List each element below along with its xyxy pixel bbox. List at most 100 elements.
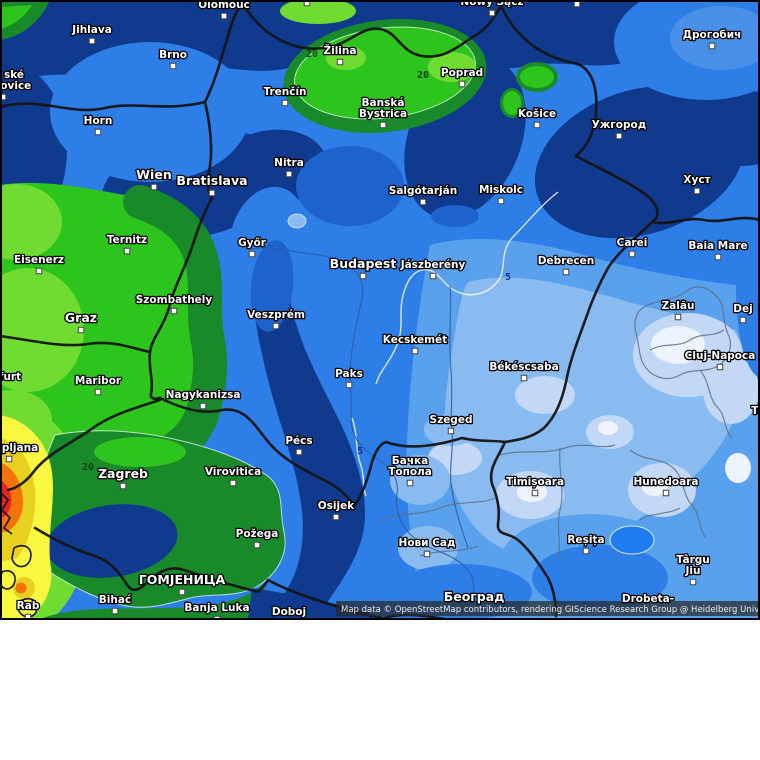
city-label: Ужгород bbox=[592, 119, 646, 131]
city-marker bbox=[254, 542, 260, 548]
city-label: Brno bbox=[159, 49, 187, 61]
city-marker bbox=[282, 100, 288, 106]
contour-value-label: 20 bbox=[306, 49, 318, 60]
city-label: Miskolc bbox=[479, 184, 523, 196]
city-label: Zalău bbox=[662, 300, 695, 312]
city-label: Rab bbox=[17, 600, 40, 612]
city-label: Нови Сад bbox=[399, 537, 456, 549]
city-label: Cluj-Napoca bbox=[685, 350, 756, 362]
city-label: pljana bbox=[2, 442, 38, 454]
city-label: Baia Mare bbox=[688, 240, 747, 252]
contour-value-label: 20 bbox=[417, 70, 429, 81]
city-label: Békéscsaba bbox=[489, 361, 558, 373]
city-label: Nagykanizsa bbox=[166, 389, 241, 401]
city-label: Szombathely bbox=[136, 294, 213, 306]
city-marker bbox=[430, 273, 436, 279]
city-label: Jászberény bbox=[400, 259, 466, 271]
city-label: Bihać bbox=[99, 594, 131, 606]
precipitation-map: Map data © OpenStreetMap contributors, r… bbox=[0, 0, 760, 620]
city-label: Carei bbox=[617, 237, 648, 249]
city-marker bbox=[120, 483, 126, 489]
city-marker bbox=[424, 551, 430, 557]
city-marker bbox=[89, 38, 95, 44]
city-label: Trenčín bbox=[263, 86, 306, 98]
city-label: Pécs bbox=[285, 435, 312, 447]
city-label: Zagreb bbox=[98, 466, 148, 481]
city-marker bbox=[230, 480, 236, 486]
city-label: Debrecen bbox=[538, 255, 594, 267]
city-label: Дрогобич bbox=[683, 29, 742, 41]
city-label: Košice bbox=[518, 108, 556, 120]
precip-zones bbox=[0, 0, 760, 620]
city-marker bbox=[715, 254, 721, 260]
city-label: Eisenerz bbox=[14, 254, 64, 266]
city-marker bbox=[717, 364, 723, 370]
city-marker bbox=[420, 199, 426, 205]
city-label: Timișoara bbox=[506, 476, 564, 488]
city-marker bbox=[200, 403, 206, 409]
city-marker bbox=[574, 1, 580, 7]
city-marker bbox=[273, 323, 279, 329]
city-marker bbox=[663, 490, 669, 496]
city-label: Banja Luka bbox=[184, 602, 249, 614]
city-marker bbox=[740, 317, 746, 323]
city-marker bbox=[95, 129, 101, 135]
city-marker bbox=[179, 589, 185, 595]
city-label: Dej bbox=[733, 303, 752, 315]
city-marker bbox=[532, 490, 538, 496]
city-label: Budapest bbox=[330, 256, 397, 271]
contour-value-label: 20 bbox=[82, 462, 94, 473]
city-marker bbox=[629, 251, 635, 257]
city-marker bbox=[448, 428, 454, 434]
city-marker bbox=[333, 514, 339, 520]
city-label: Horn bbox=[84, 115, 113, 127]
city-label: Kecskemét bbox=[383, 334, 447, 346]
city-label: Bratislava bbox=[176, 173, 247, 188]
city-label: Poprad bbox=[441, 67, 483, 79]
city-marker bbox=[209, 190, 215, 196]
city-label: Virovitica bbox=[205, 466, 261, 478]
city-label: Graz bbox=[65, 310, 97, 325]
city-marker bbox=[459, 81, 465, 87]
city-label: Jihlava bbox=[71, 24, 112, 36]
city-marker bbox=[95, 389, 101, 395]
city-marker bbox=[412, 348, 418, 354]
city-marker bbox=[296, 449, 302, 455]
city-label: ГОМЈЕНИЦА bbox=[139, 572, 226, 587]
city-label: Maribor bbox=[75, 375, 122, 387]
city-marker bbox=[709, 43, 715, 49]
city-label: Szeged bbox=[430, 414, 473, 426]
city-marker bbox=[380, 122, 386, 128]
city-label: Хуст bbox=[683, 174, 711, 186]
city-label: BanskáBystrica bbox=[359, 97, 407, 120]
city-marker bbox=[124, 248, 130, 254]
city-marker bbox=[407, 480, 413, 486]
city-marker bbox=[249, 251, 255, 257]
city-marker bbox=[583, 548, 589, 554]
city-marker bbox=[694, 188, 700, 194]
city-label: Hunedoara bbox=[634, 476, 699, 488]
city-marker bbox=[346, 382, 352, 388]
city-marker bbox=[489, 10, 495, 16]
weather-map-screenshot: Map data © OpenStreetMap contributors, r… bbox=[0, 0, 760, 760]
city-marker bbox=[170, 63, 176, 69]
city-marker bbox=[36, 268, 42, 274]
city-label: furt bbox=[0, 371, 21, 383]
city-marker bbox=[78, 327, 84, 333]
city-label: Žilina bbox=[324, 44, 357, 57]
city-label: Wien bbox=[136, 167, 171, 182]
city-label: Požega bbox=[236, 528, 279, 540]
city-marker bbox=[221, 13, 227, 19]
city-marker bbox=[337, 59, 343, 65]
city-label: Nitra bbox=[274, 157, 304, 169]
contour-value-label: 5 bbox=[505, 272, 511, 283]
city-marker bbox=[6, 456, 12, 462]
city-marker bbox=[151, 184, 157, 190]
city-marker bbox=[675, 314, 681, 320]
city-label: Ternitz bbox=[107, 234, 147, 246]
city-label: Београд bbox=[444, 589, 505, 604]
city-label: БачкаТопола bbox=[388, 455, 432, 478]
city-label: Veszprém bbox=[247, 309, 305, 321]
city-marker bbox=[286, 171, 292, 177]
map-attribution: Map data © OpenStreetMap contributors, r… bbox=[341, 605, 760, 615]
